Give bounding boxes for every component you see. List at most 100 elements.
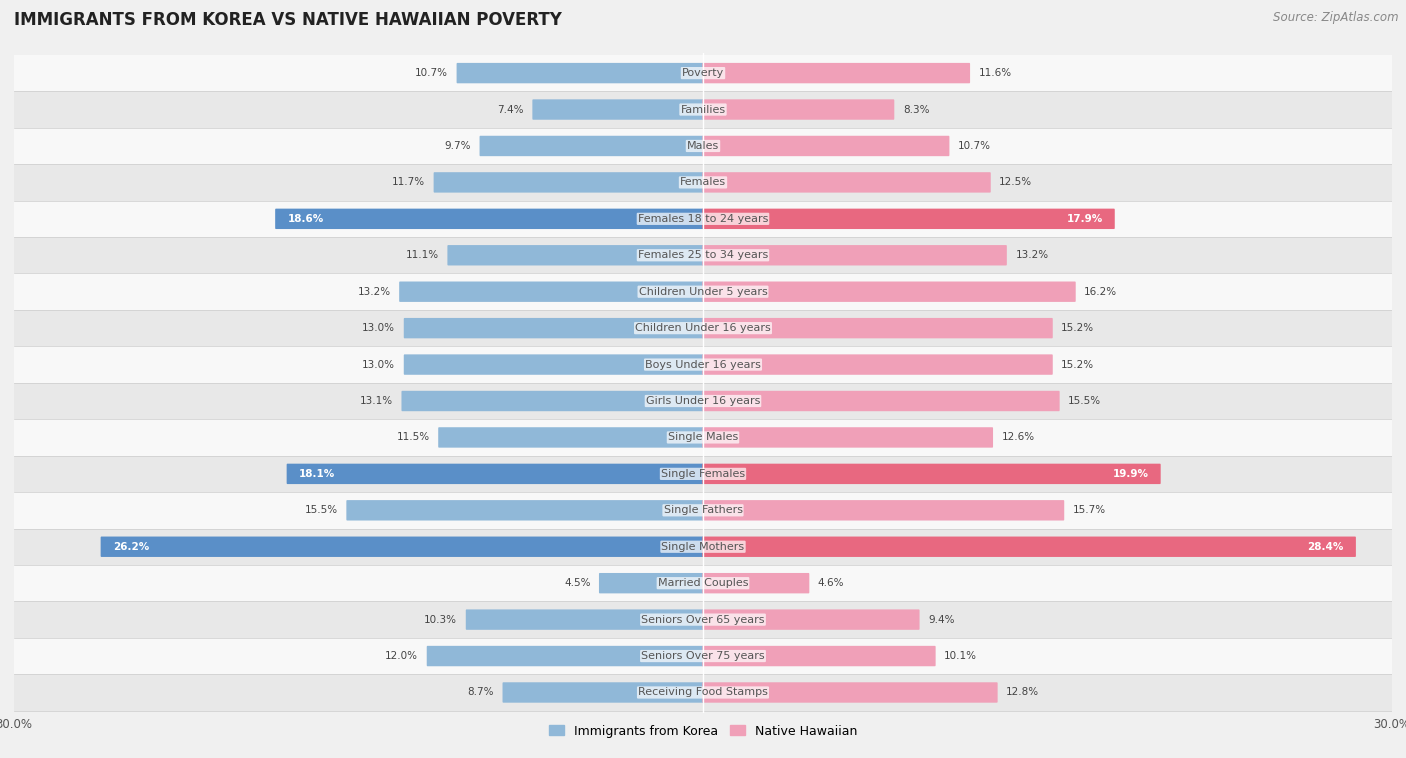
FancyBboxPatch shape [101,537,703,557]
FancyBboxPatch shape [402,391,703,411]
Text: IMMIGRANTS FROM KOREA VS NATIVE HAWAIIAN POVERTY: IMMIGRANTS FROM KOREA VS NATIVE HAWAIIAN… [14,11,562,30]
Text: 16.2%: 16.2% [1084,287,1118,296]
FancyBboxPatch shape [399,281,703,302]
Text: 10.3%: 10.3% [425,615,457,625]
Text: Children Under 16 years: Children Under 16 years [636,323,770,333]
Text: Females: Females [681,177,725,187]
Text: 10.7%: 10.7% [415,68,449,78]
Text: 8.7%: 8.7% [468,688,494,697]
FancyBboxPatch shape [703,464,1161,484]
FancyBboxPatch shape [703,99,894,120]
Text: Males: Males [688,141,718,151]
Text: 13.2%: 13.2% [357,287,391,296]
Bar [0,274,1406,310]
Text: 9.4%: 9.4% [928,615,955,625]
Text: 12.6%: 12.6% [1001,433,1035,443]
FancyBboxPatch shape [703,318,1053,338]
FancyBboxPatch shape [447,245,703,265]
FancyBboxPatch shape [703,136,949,156]
Text: Females 25 to 34 years: Females 25 to 34 years [638,250,768,260]
Bar [0,675,1406,711]
Text: 12.0%: 12.0% [385,651,418,661]
Bar [0,346,1406,383]
Text: 12.8%: 12.8% [1007,688,1039,697]
FancyBboxPatch shape [703,281,1076,302]
Bar [0,310,1406,346]
FancyBboxPatch shape [599,573,703,594]
FancyBboxPatch shape [427,646,703,666]
Text: 10.7%: 10.7% [957,141,991,151]
Text: 9.7%: 9.7% [444,141,471,151]
FancyBboxPatch shape [703,500,1064,521]
FancyBboxPatch shape [404,318,703,338]
Text: 7.4%: 7.4% [498,105,524,114]
FancyBboxPatch shape [703,245,1007,265]
FancyBboxPatch shape [287,464,703,484]
Text: 4.5%: 4.5% [564,578,591,588]
Bar [0,201,1406,237]
Text: Married Couples: Married Couples [658,578,748,588]
FancyBboxPatch shape [404,355,703,374]
Text: 10.1%: 10.1% [945,651,977,661]
Text: 13.0%: 13.0% [363,359,395,370]
FancyBboxPatch shape [703,172,991,193]
Text: 13.2%: 13.2% [1015,250,1049,260]
FancyBboxPatch shape [703,646,935,666]
FancyBboxPatch shape [457,63,703,83]
Text: Families: Families [681,105,725,114]
Text: 11.6%: 11.6% [979,68,1012,78]
Bar [0,164,1406,201]
Text: Single Females: Single Females [661,469,745,479]
FancyBboxPatch shape [703,391,1060,411]
Bar [0,237,1406,274]
Text: Receiving Food Stamps: Receiving Food Stamps [638,688,768,697]
Text: 15.5%: 15.5% [1069,396,1101,406]
Bar [0,55,1406,91]
Bar [0,128,1406,164]
FancyBboxPatch shape [703,63,970,83]
Bar [0,637,1406,675]
Text: Seniors Over 75 years: Seniors Over 75 years [641,651,765,661]
Legend: Immigrants from Korea, Native Hawaiian: Immigrants from Korea, Native Hawaiian [544,719,862,743]
Text: Poverty: Poverty [682,68,724,78]
Bar [0,528,1406,565]
Bar [0,601,1406,637]
Text: Single Fathers: Single Fathers [664,506,742,515]
Text: 13.0%: 13.0% [363,323,395,333]
Text: Girls Under 16 years: Girls Under 16 years [645,396,761,406]
Text: 8.3%: 8.3% [903,105,929,114]
Text: 15.7%: 15.7% [1073,506,1107,515]
FancyBboxPatch shape [703,208,1115,229]
Text: 28.4%: 28.4% [1308,542,1344,552]
Text: 15.2%: 15.2% [1062,323,1094,333]
Text: 15.2%: 15.2% [1062,359,1094,370]
Text: 12.5%: 12.5% [1000,177,1032,187]
FancyBboxPatch shape [703,355,1053,374]
Bar [0,492,1406,528]
Bar [0,456,1406,492]
Bar [0,419,1406,456]
Text: 15.5%: 15.5% [305,506,337,515]
FancyBboxPatch shape [346,500,703,521]
Text: 11.7%: 11.7% [392,177,425,187]
FancyBboxPatch shape [479,136,703,156]
Bar [0,565,1406,601]
Text: Females 18 to 24 years: Females 18 to 24 years [638,214,768,224]
Text: 18.6%: 18.6% [287,214,323,224]
Text: 26.2%: 26.2% [112,542,149,552]
FancyBboxPatch shape [703,609,920,630]
Text: Seniors Over 65 years: Seniors Over 65 years [641,615,765,625]
FancyBboxPatch shape [439,428,703,448]
Text: Children Under 5 years: Children Under 5 years [638,287,768,296]
FancyBboxPatch shape [703,428,993,448]
FancyBboxPatch shape [276,208,703,229]
Text: 11.5%: 11.5% [396,433,430,443]
FancyBboxPatch shape [703,682,998,703]
Text: 13.1%: 13.1% [360,396,392,406]
FancyBboxPatch shape [703,537,1355,557]
Text: 11.1%: 11.1% [406,250,439,260]
FancyBboxPatch shape [465,609,703,630]
Text: Single Mothers: Single Mothers [661,542,745,552]
Bar [0,91,1406,128]
FancyBboxPatch shape [502,682,703,703]
